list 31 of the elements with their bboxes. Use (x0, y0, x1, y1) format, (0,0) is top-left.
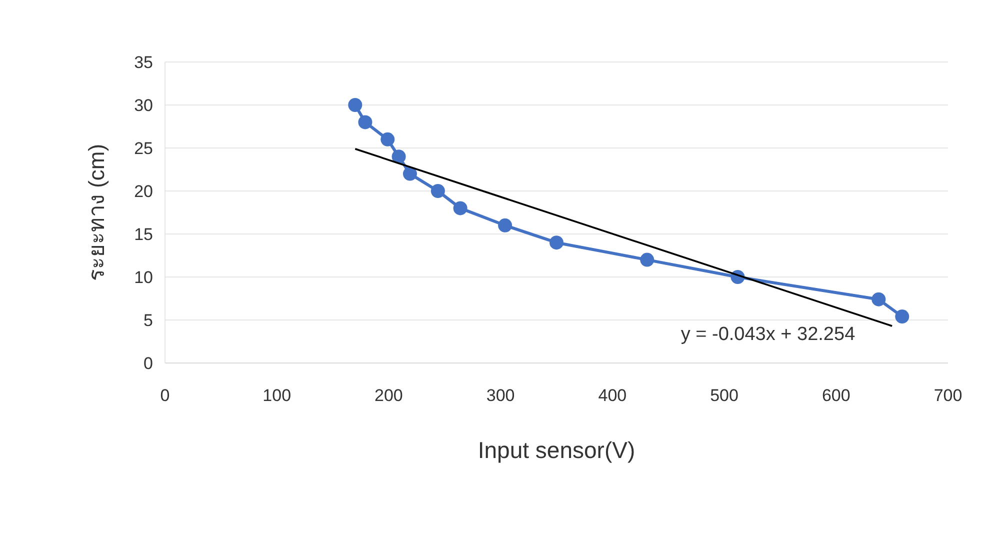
x-tick-label: 400 (598, 386, 627, 405)
y-tick-label: 35 (134, 53, 153, 72)
y-tick-label: 15 (134, 225, 153, 244)
y-axis-title: ระยะทาง (cm) (84, 144, 109, 282)
x-tick-label: 600 (822, 386, 850, 405)
point (380, 132, 395, 146)
y-tick-label: 5 (144, 311, 153, 330)
point (453, 201, 468, 216)
annotation: y = -0.043x + 32.254 (680, 324, 856, 345)
point (392, 150, 406, 164)
x-tick-label: 200 (374, 386, 403, 405)
x-axis-title: Input sensor(V) (478, 437, 636, 463)
x-tick-label: 100 (262, 386, 292, 405)
y-tick-label: 20 (134, 182, 153, 201)
x-tick-label: 0 (160, 386, 170, 405)
x-tick-label: 700 (934, 386, 962, 405)
point (358, 115, 372, 130)
point (430, 184, 445, 198)
point (872, 292, 886, 306)
y-tick-label: 0 (144, 354, 153, 373)
point (348, 98, 362, 112)
point (498, 218, 512, 232)
point (895, 310, 910, 324)
y-tick-label: 30 (134, 96, 153, 115)
y-tick-label: 10 (134, 268, 153, 287)
point (550, 236, 564, 250)
x-tick-label: 500 (710, 386, 738, 405)
point (640, 252, 654, 267)
point (402, 166, 417, 181)
y-tick-label: 25 (134, 139, 153, 158)
x-tick-label: 300 (486, 386, 515, 405)
